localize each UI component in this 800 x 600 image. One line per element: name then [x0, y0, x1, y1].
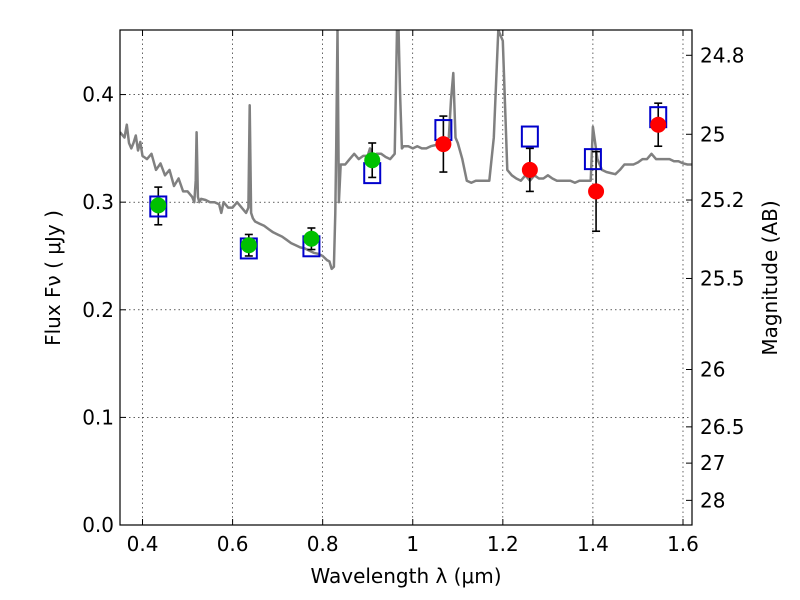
x-axis-label: Wavelength λ (μm): [310, 564, 501, 588]
right-tick-label: 26.5: [700, 415, 745, 439]
y-tick-label: 0.0: [82, 513, 114, 537]
red-data-point: [588, 183, 605, 200]
model-photometry-boxes: [149, 106, 668, 260]
y-axis-ticks: 0.0 0.1 0.2 0.3 0.4: [82, 83, 126, 537]
x-tick-label: 1: [406, 532, 419, 556]
x-axis-ticks: 0.4 0.6 0.8 1 1.2 1.4 1.6: [127, 30, 699, 556]
x-tick-label: 1.6: [667, 532, 699, 556]
grid: [120, 30, 692, 526]
right-axis-ticks: 24.8 25 25.2 25.5 26 26.5 27 28: [686, 43, 745, 512]
y-tick-label: 0.2: [82, 298, 114, 322]
right-tick-label: 25.2: [700, 188, 745, 212]
observed-points: [150, 116, 667, 254]
model-photometry-box: [149, 195, 168, 218]
x-tick-label: 1.4: [577, 532, 609, 556]
y-tick-label: 0.1: [82, 405, 114, 429]
green-data-point: [240, 237, 257, 254]
red-data-point: [650, 116, 667, 133]
green-data-point: [364, 152, 381, 169]
model-spectrum-line: [120, 30, 692, 271]
right-axis-label: Magnitude (AB): [758, 200, 782, 355]
right-tick-label: 24.8: [700, 43, 745, 67]
y-tick-label: 0.4: [82, 83, 114, 107]
y-tick-label: 0.3: [82, 190, 114, 214]
right-tick-label: 27: [700, 451, 725, 475]
x-tick-label: 1.2: [487, 532, 519, 556]
red-data-point: [435, 136, 452, 153]
model-photometry-box: [520, 125, 539, 148]
plot-frame: [119, 29, 693, 526]
right-tick-label: 28: [700, 488, 725, 512]
x-tick-label: 0.6: [217, 532, 249, 556]
right-tick-label: 25.5: [700, 266, 745, 290]
green-data-point: [303, 230, 320, 247]
x-tick-label: 0.4: [127, 532, 159, 556]
red-data-point: [521, 161, 538, 178]
green-data-point: [150, 197, 167, 214]
model-spectrum: [120, 30, 692, 271]
x-tick-label: 0.8: [307, 532, 339, 556]
right-tick-label: 26: [700, 358, 725, 382]
y-axis-label: Flux Fν ( μJy ): [41, 210, 65, 346]
right-tick-label: 25: [700, 122, 725, 146]
model-photometry-box: [583, 148, 602, 171]
